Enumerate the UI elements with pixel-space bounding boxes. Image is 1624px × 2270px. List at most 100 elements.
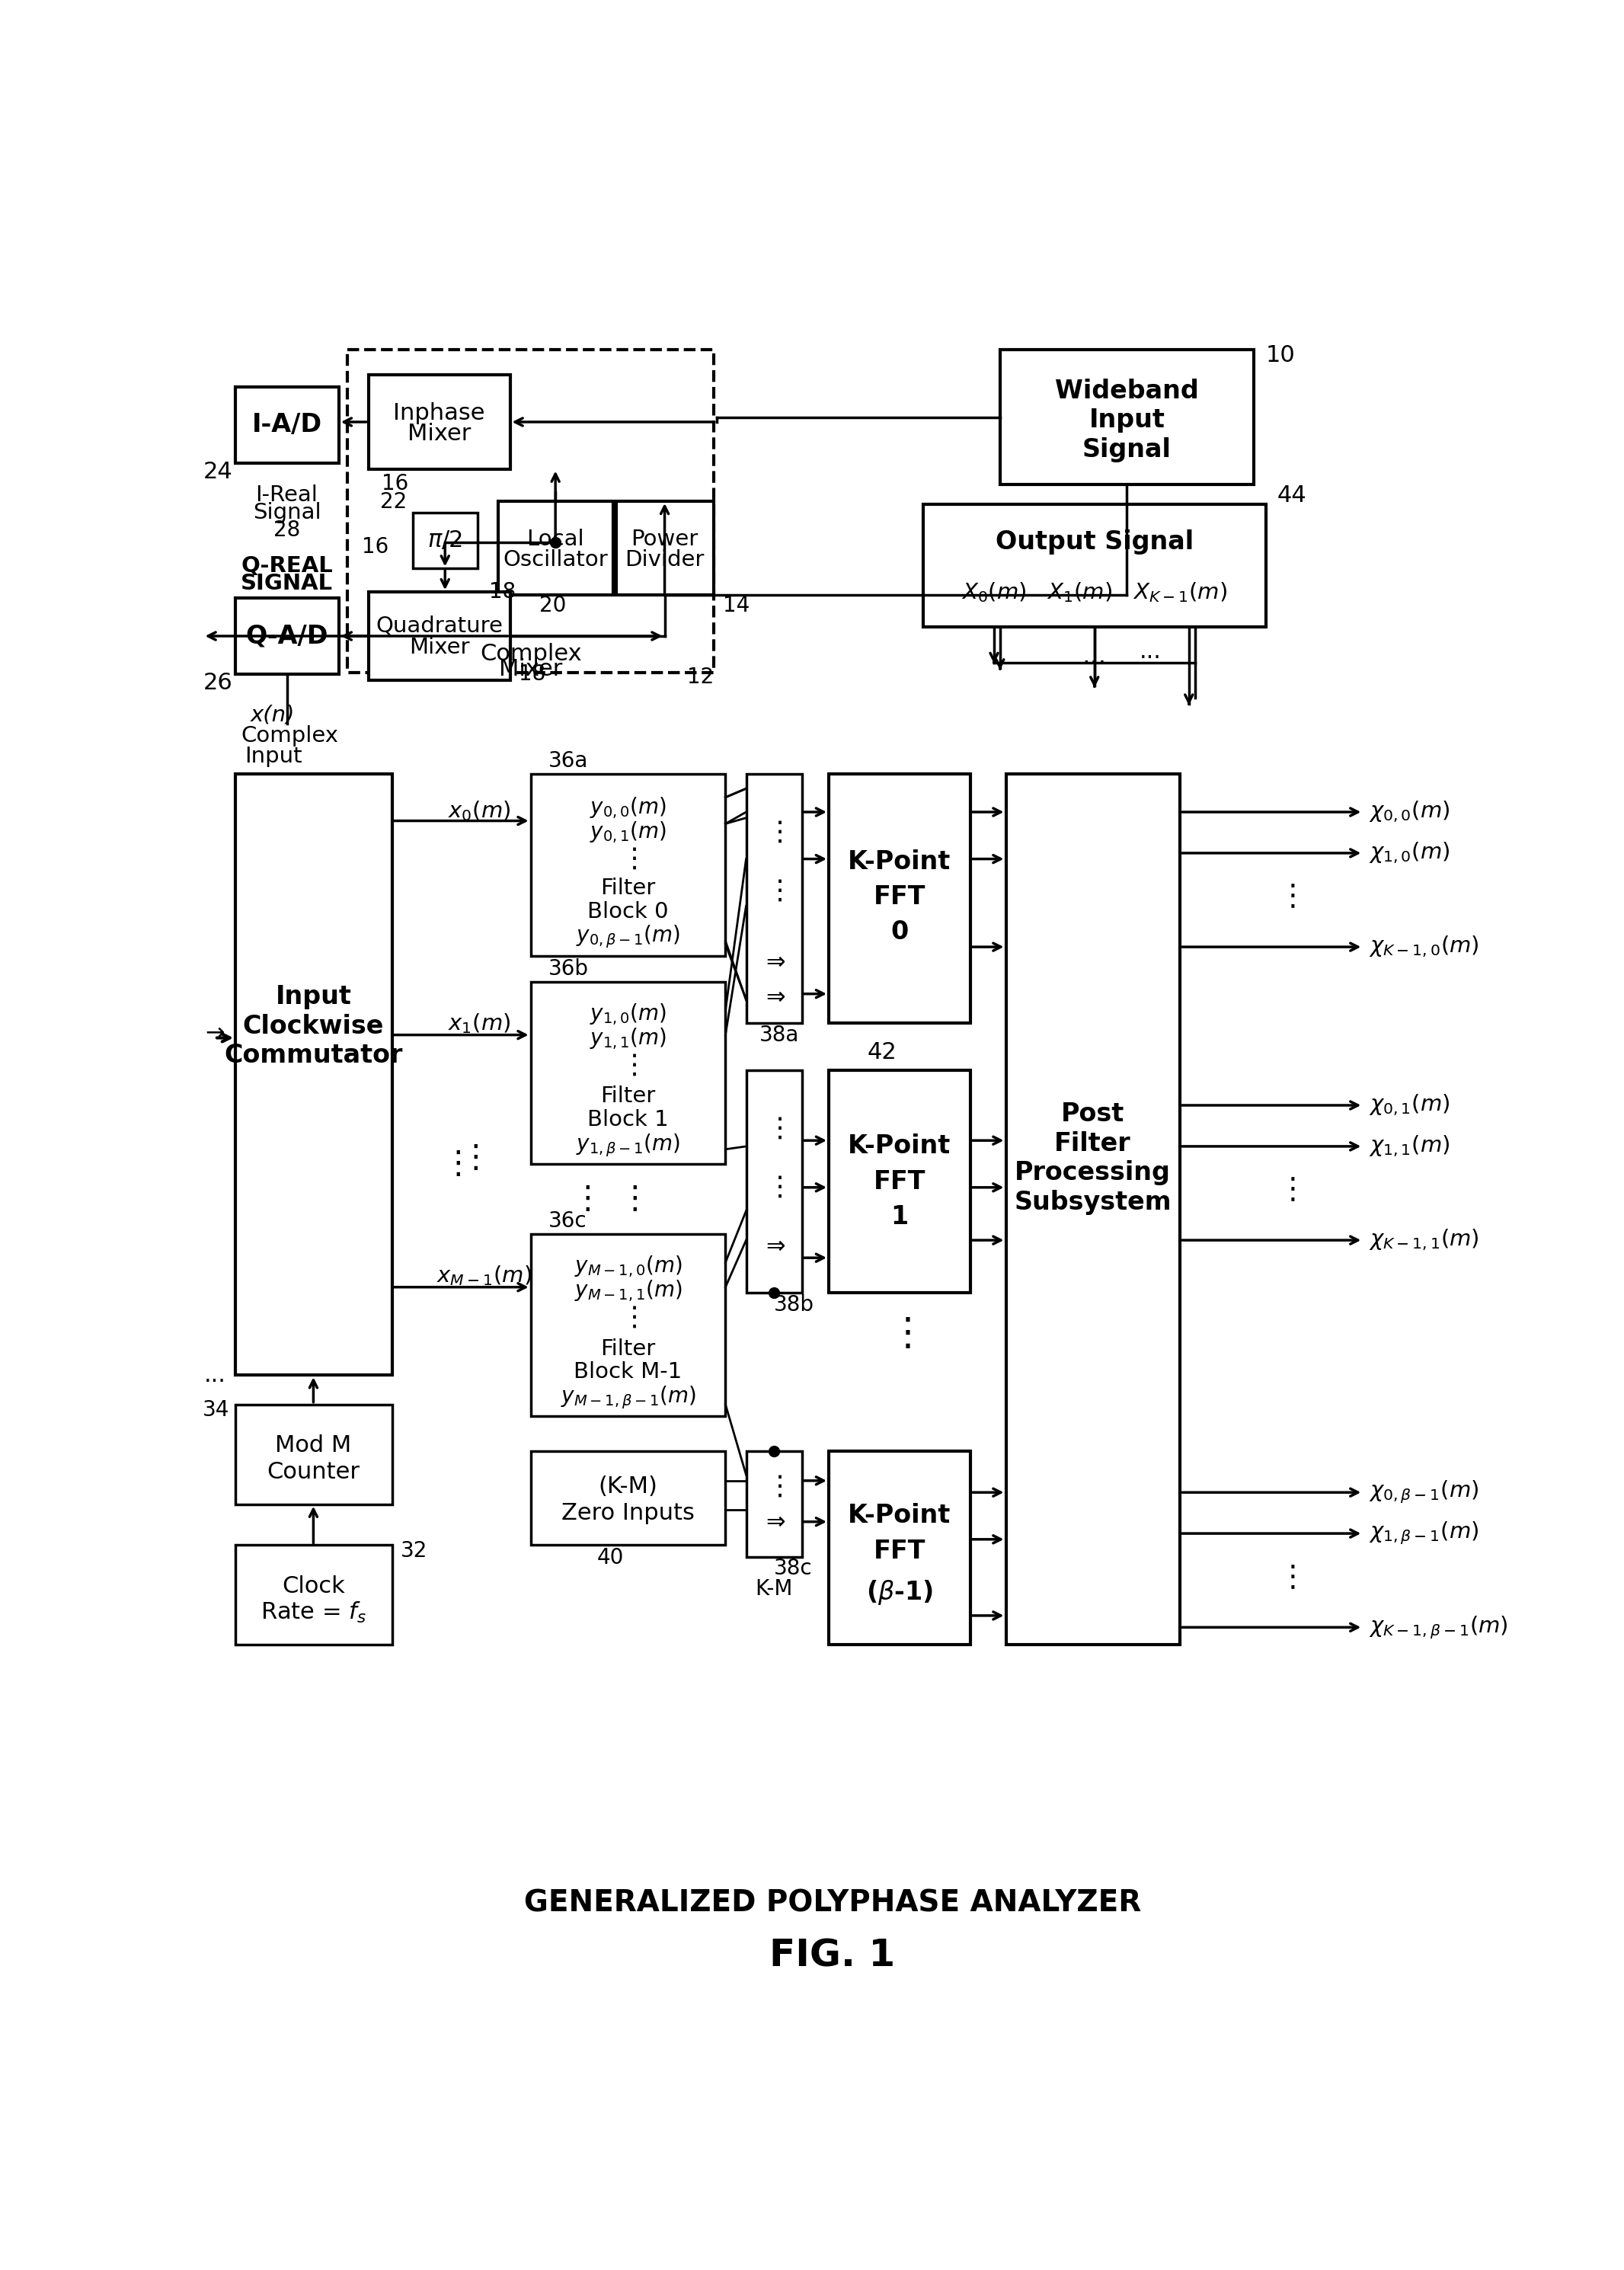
Bar (412, 513, 477, 568)
Bar (369, 375, 510, 470)
Text: FFT: FFT (874, 1539, 926, 1564)
Text: $\vdots$: $\vdots$ (1278, 1176, 1296, 1205)
Text: $y_{M-1,0}(m)$: $y_{M-1,0}(m)$ (575, 1253, 682, 1278)
Bar (531, 1451, 726, 1546)
Bar (235, 774, 391, 1376)
Bar (1000, 350, 1254, 486)
Text: K-Point: K-Point (848, 1503, 952, 1528)
Text: 38b: 38b (775, 1294, 814, 1314)
Text: K-Point: K-Point (848, 1133, 952, 1160)
Text: Q-A/D: Q-A/D (245, 624, 328, 649)
Bar (922, 504, 1265, 627)
Text: $\vdots$: $\vdots$ (620, 1053, 637, 1078)
Text: $\vdots$: $\vdots$ (442, 1149, 461, 1180)
Text: $\chi_{0,1}(m)$: $\chi_{0,1}(m)$ (1369, 1092, 1450, 1117)
Text: Block 1: Block 1 (588, 1110, 669, 1130)
Text: $\vdots$: $\vdots$ (1278, 883, 1296, 913)
Text: $\chi_{K-1,\beta-1}(m)$: $\chi_{K-1,\beta-1}(m)$ (1369, 1614, 1509, 1641)
Text: $\chi_{0,\beta-1}(m)$: $\chi_{0,\beta-1}(m)$ (1369, 1480, 1479, 1505)
Text: $\Rightarrow$: $\Rightarrow$ (762, 985, 786, 1008)
Text: Input: Input (276, 985, 351, 1010)
Text: Block 0: Block 0 (588, 901, 669, 922)
Text: Quadrature: Quadrature (375, 615, 503, 638)
Text: 38c: 38c (775, 1557, 812, 1580)
Text: $\chi_{1,\beta-1}(m)$: $\chi_{1,\beta-1}(m)$ (1369, 1521, 1479, 1546)
Text: Mixer: Mixer (409, 638, 469, 658)
Text: Signal: Signal (1082, 436, 1171, 463)
Text: 20: 20 (539, 595, 565, 615)
Text: Clockwise: Clockwise (244, 1012, 383, 1040)
Text: $y_{1,\beta-1}(m)$: $y_{1,\beta-1}(m)$ (577, 1133, 680, 1158)
Text: Input: Input (244, 745, 302, 767)
Text: $\vdots$: $\vdots$ (765, 878, 783, 903)
Text: $y_{0,\beta-1}(m)$: $y_{0,\beta-1}(m)$ (577, 924, 680, 951)
Text: Commutator: Commutator (224, 1042, 403, 1067)
Text: Filter: Filter (1054, 1130, 1130, 1155)
Text: $\Rightarrow$: $\Rightarrow$ (762, 951, 786, 972)
Text: $x_{M-1}(m)$: $x_{M-1}(m)$ (437, 1264, 531, 1287)
Bar (235, 386, 339, 463)
Text: $\Rightarrow$: $\Rightarrow$ (762, 1512, 786, 1532)
Text: 36a: 36a (549, 751, 588, 772)
Text: $\rightarrow$: $\rightarrow$ (201, 1021, 226, 1042)
Text: 36c: 36c (549, 1210, 586, 1233)
Text: I-A/D: I-A/D (252, 413, 322, 438)
Text: $y_{0,1}(m)$: $y_{0,1}(m)$ (590, 819, 666, 844)
Text: Input: Input (1088, 409, 1164, 434)
Text: $y_{M-1,\beta-1}(m)$: $y_{M-1,\beta-1}(m)$ (560, 1385, 695, 1410)
Text: $\vdots$: $\vdots$ (619, 1183, 638, 1214)
Text: $\chi_{1,0}(m)$: $\chi_{1,0}(m)$ (1369, 840, 1450, 865)
Text: $X_0(m)$   $X_1(m)$   $X_{K-1}(m)$: $X_0(m)$ $X_1(m)$ $X_{K-1}(m)$ (961, 581, 1228, 604)
Bar (235, 597, 339, 674)
Text: K-M: K-M (755, 1578, 793, 1600)
Text: $\vdots$: $\vdots$ (572, 1183, 590, 1214)
Text: 0: 0 (890, 919, 908, 944)
Text: Processing: Processing (1015, 1160, 1171, 1185)
Bar (348, 350, 713, 672)
Text: Rate = $f_s$: Rate = $f_s$ (260, 1600, 367, 1625)
Text: $\chi_{0,0}(m)$: $\chi_{0,0}(m)$ (1369, 799, 1450, 824)
Text: 44: 44 (1278, 484, 1307, 506)
Text: $\vdots$: $\vdots$ (765, 1473, 783, 1500)
Text: Mod M: Mod M (274, 1435, 351, 1457)
Bar (369, 592, 510, 681)
Bar (235, 1546, 391, 1646)
Bar (828, 774, 971, 1024)
Text: FIG. 1: FIG. 1 (770, 1939, 895, 1975)
Bar (235, 1405, 391, 1505)
Text: $y_{M-1,1}(m)$: $y_{M-1,1}(m)$ (575, 1278, 682, 1303)
Text: Signal: Signal (253, 502, 322, 524)
Text: 14: 14 (723, 595, 749, 615)
Text: Mixer: Mixer (499, 658, 562, 681)
Bar (745, 1451, 802, 1557)
Text: $\Rightarrow$: $\Rightarrow$ (762, 1235, 786, 1258)
Text: Oscillator: Oscillator (503, 549, 607, 570)
Text: 34: 34 (203, 1401, 229, 1421)
Text: 12: 12 (687, 667, 715, 688)
Text: $\chi_{K-1,1}(m)$: $\chi_{K-1,1}(m)$ (1369, 1228, 1479, 1253)
Bar (745, 1069, 802, 1294)
Text: $\vdots$: $\vdots$ (620, 847, 637, 872)
Bar (745, 774, 802, 1024)
Text: 16: 16 (362, 536, 390, 558)
Bar (828, 1451, 971, 1646)
Text: GENERALIZED POLYPHASE ANALYZER: GENERALIZED POLYPHASE ANALYZER (523, 1889, 1142, 1918)
Text: $\vdots$: $\vdots$ (620, 1305, 637, 1330)
Text: (K-M): (K-M) (598, 1476, 658, 1498)
Text: $\chi_{1,1}(m)$: $\chi_{1,1}(m)$ (1369, 1135, 1450, 1158)
Text: $\vdots$: $\vdots$ (888, 1317, 911, 1353)
Text: Local: Local (526, 529, 585, 549)
Text: Clock: Clock (283, 1575, 344, 1598)
Text: 42: 42 (867, 1042, 896, 1065)
Text: FFT: FFT (874, 1169, 926, 1194)
Bar (1005, 774, 1181, 1646)
Text: 1: 1 (892, 1203, 908, 1230)
Text: ...: ... (203, 1364, 226, 1387)
Text: SIGNAL: SIGNAL (240, 572, 333, 595)
Text: $\pi$/2: $\pi$/2 (427, 529, 463, 552)
Text: $y_{0,0}(m)$: $y_{0,0}(m)$ (590, 794, 666, 819)
Text: ($\beta$-1): ($\beta$-1) (866, 1578, 934, 1607)
Text: Divider: Divider (625, 549, 705, 570)
Text: Inphase: Inphase (393, 402, 486, 424)
Text: FFT: FFT (874, 885, 926, 910)
